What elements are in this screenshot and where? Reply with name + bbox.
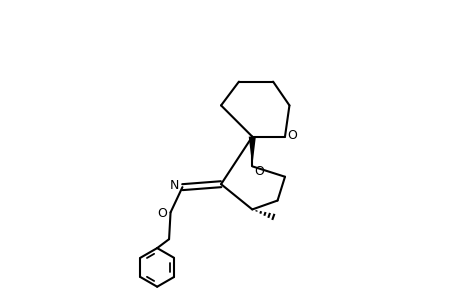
- Text: O: O: [254, 165, 264, 178]
- Polygon shape: [248, 136, 255, 166]
- Text: N: N: [170, 179, 179, 192]
- Text: O: O: [157, 206, 167, 220]
- Text: O: O: [286, 129, 297, 142]
